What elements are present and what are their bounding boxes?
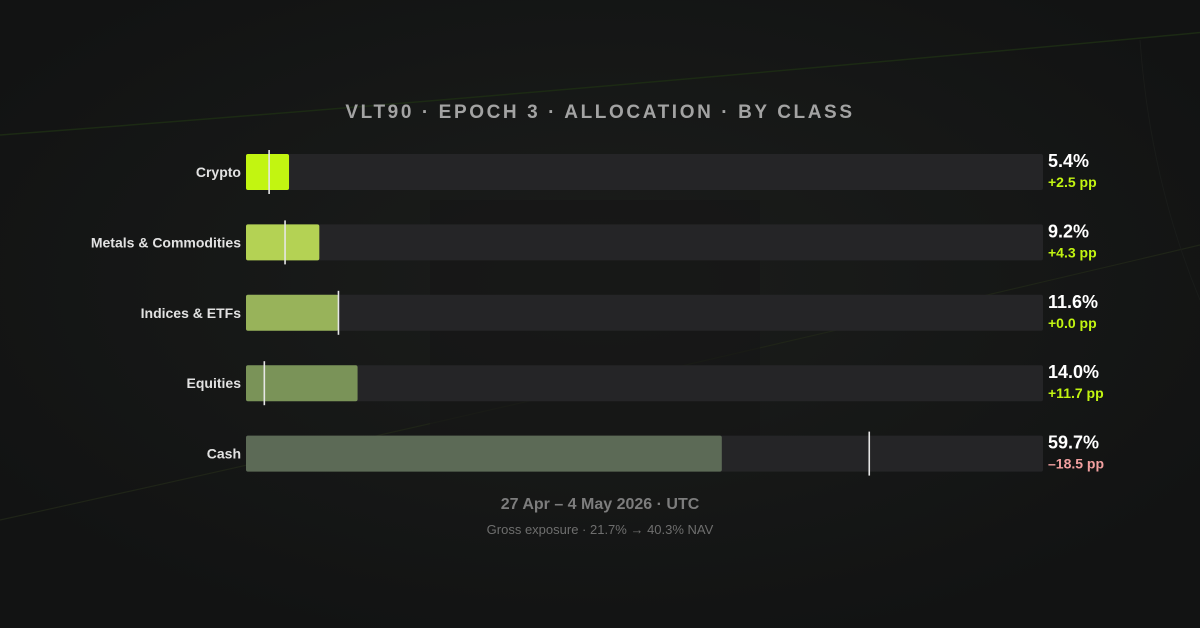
bar [246, 154, 290, 190]
value-label: 14.0% [1048, 362, 1099, 382]
change-label: +4.3 pp [1048, 244, 1097, 260]
bar [246, 435, 722, 472]
bar [246, 294, 339, 331]
category-label: Cash [207, 446, 241, 462]
value-label: 5.4% [1048, 151, 1089, 171]
value-label: 59.7% [1048, 433, 1099, 453]
change-label: –18.5 pp [1048, 456, 1104, 472]
bar [246, 365, 358, 402]
value-label: 9.2% [1048, 221, 1089, 241]
category-label: Equities [187, 375, 242, 391]
value-label: 11.6% [1048, 292, 1098, 312]
change-label: +0.0 pp [1048, 315, 1097, 331]
change-label: +11.7 pp [1048, 385, 1104, 401]
bar-track [246, 154, 1043, 190]
category-label: Indices & ETFs [141, 305, 242, 321]
category-label: Metals & Commodities [91, 234, 241, 250]
bar [246, 224, 320, 261]
chart-title: VLT90 · EPOCH 3 · ALLOCATION · BY CLASS [345, 102, 855, 123]
bar-track [246, 365, 1043, 402]
change-label: +2.5 pp [1048, 174, 1097, 190]
category-label: Crypto [196, 164, 241, 180]
gross-exposure: Gross exposure · 21.7% → 40.3% NAV [486, 522, 714, 537]
date-range: 27 Apr – 4 May 2026 · UTC [500, 496, 700, 513]
bar-track [246, 224, 1043, 261]
bar-track [246, 294, 1043, 331]
